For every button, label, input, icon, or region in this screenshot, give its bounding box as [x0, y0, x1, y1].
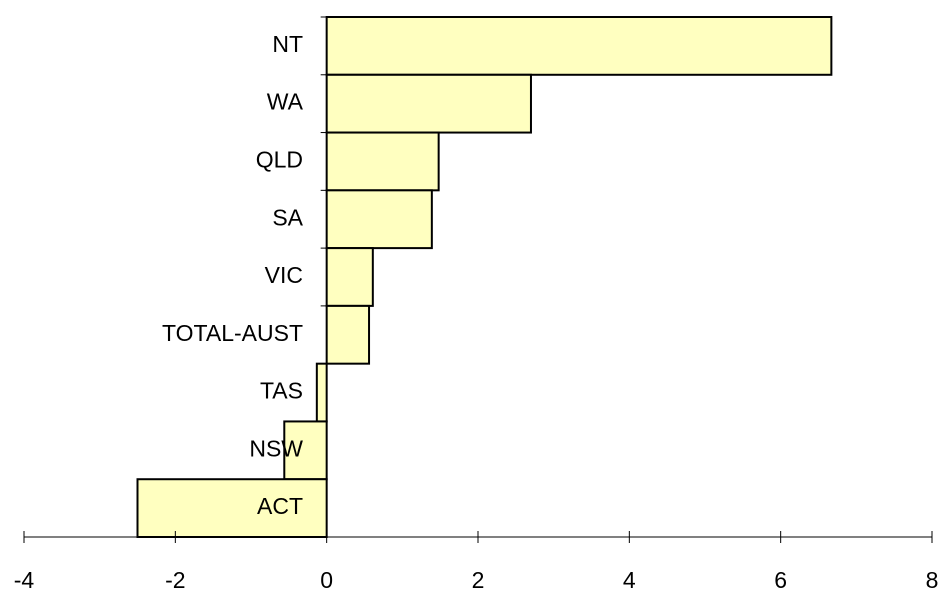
x-tick-label: -4 [14, 567, 35, 593]
x-tick-label: 6 [774, 567, 787, 593]
y-tick-label: QLD [256, 147, 303, 173]
bar [325, 16, 833, 76]
bar [325, 189, 433, 250]
y-tick-label: TAS [260, 378, 303, 404]
y-tick-label: ACT [257, 493, 303, 519]
bar [315, 362, 328, 423]
bar [325, 247, 374, 307]
y-tick-label: NT [272, 31, 303, 57]
bar [325, 131, 440, 192]
y-tick-label: VIC [265, 262, 303, 288]
y-tick-label: SA [272, 204, 303, 230]
y-tick-label: WA [267, 89, 304, 115]
x-tick-label: 2 [472, 567, 485, 593]
bar [325, 304, 371, 365]
bar [136, 478, 328, 539]
x-tick-label: 0 [320, 567, 333, 593]
y-tick-label: TOTAL-AUST [162, 320, 303, 346]
x-tick-label: 4 [623, 567, 636, 593]
x-tick-label: -2 [165, 567, 185, 593]
y-tick-label: NSW [249, 435, 303, 461]
bar [325, 73, 532, 134]
x-tick-label: 8 [926, 567, 939, 593]
